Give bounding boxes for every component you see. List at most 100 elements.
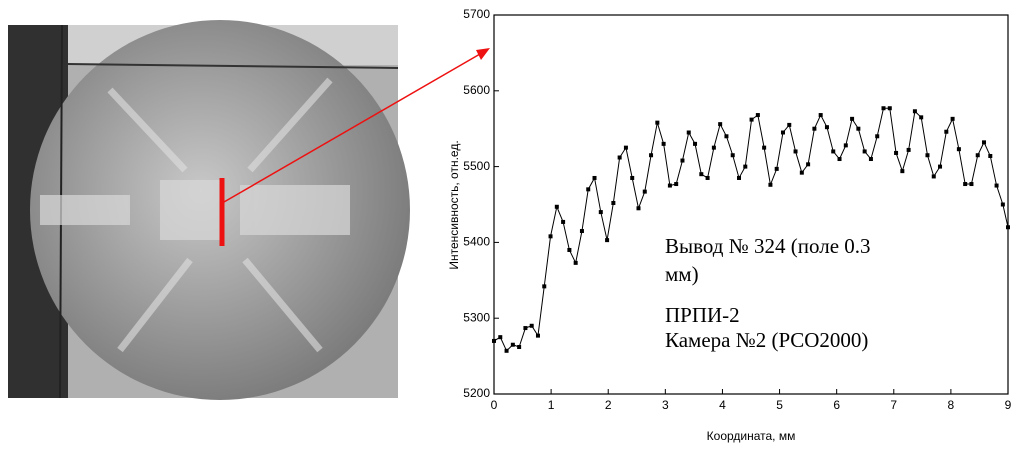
- data-point: [906, 147, 911, 152]
- annotation-line: Камера №2 (PCO2000): [665, 328, 868, 352]
- data-point: [492, 338, 496, 343]
- data-point: [680, 158, 685, 163]
- plot: 0 1 2 3 4 5 6 7 8 9 5200 5300 5400 5500 5600 5700: [463, 7, 1011, 412]
- data-point: [799, 170, 804, 175]
- data-point: [818, 113, 823, 118]
- data-point: [699, 172, 704, 177]
- data-point: [642, 189, 647, 194]
- data-point: [598, 210, 603, 215]
- data-point: [693, 141, 698, 146]
- data-point: [617, 155, 622, 160]
- data-point: [605, 238, 610, 243]
- data-point: [573, 260, 578, 265]
- annotation-line: Вывод № 324 (поле 0.3: [665, 234, 871, 258]
- data-point: [586, 187, 591, 192]
- x-tick-label: 9: [1005, 398, 1012, 412]
- x-axis-label: Координата, мм: [707, 429, 796, 443]
- data-point: [894, 150, 899, 155]
- sample-image: [8, 20, 410, 400]
- data-point: [749, 117, 754, 122]
- data-point: [793, 149, 798, 154]
- data-point: [711, 145, 716, 150]
- data-point: [548, 234, 553, 239]
- y-tick-label: 5700: [463, 7, 490, 21]
- data-point: [875, 134, 880, 139]
- y-tick-label: 5500: [463, 159, 490, 173]
- data-point: [944, 129, 949, 134]
- data-point: [567, 247, 572, 252]
- data-point: [743, 164, 748, 169]
- data-point: [592, 175, 597, 180]
- data-point: [963, 182, 968, 187]
- data-point: [780, 130, 785, 135]
- data-point: [649, 153, 654, 158]
- data-point: [686, 130, 691, 135]
- arrow: [223, 48, 490, 203]
- annotation-line: мм): [665, 262, 699, 286]
- data-point: [737, 175, 742, 180]
- data-point: [529, 323, 534, 328]
- data-point: [611, 200, 616, 205]
- data-point: [925, 153, 930, 158]
- data-point: [856, 126, 861, 131]
- data-point: [718, 122, 723, 127]
- data-point: [950, 116, 955, 121]
- data-point: [554, 204, 559, 209]
- x-tick-label: 3: [662, 398, 669, 412]
- x-tick-label: 5: [776, 398, 783, 412]
- x-tick-label: 1: [548, 398, 555, 412]
- data-point: [787, 122, 792, 127]
- data-point: [994, 183, 999, 188]
- data-point: [542, 284, 547, 289]
- data-point: [561, 219, 566, 224]
- data-point: [938, 164, 943, 169]
- y-tick-label: 5600: [463, 83, 490, 97]
- data-point: [919, 115, 924, 120]
- x-tick-label: 2: [605, 398, 612, 412]
- data-point: [674, 182, 679, 187]
- data-point: [843, 143, 848, 148]
- data-point: [774, 166, 779, 171]
- data-point: [630, 175, 635, 180]
- data-point: [636, 206, 641, 211]
- data-point: [988, 153, 993, 158]
- data-point: [724, 134, 729, 139]
- data-point: [881, 106, 886, 111]
- x-tick-label: 6: [833, 398, 840, 412]
- data-point: [912, 109, 917, 114]
- data-point: [956, 147, 961, 152]
- data-point: [887, 106, 892, 111]
- data-point: [900, 169, 905, 174]
- data-point: [969, 182, 974, 187]
- data-point: [517, 345, 522, 350]
- data-point: [806, 162, 811, 167]
- data-point: [667, 183, 672, 188]
- data-point: [931, 174, 936, 179]
- y-tick-label: 5200: [463, 386, 490, 400]
- data-point: [1006, 225, 1010, 230]
- series-line: [493, 107, 1009, 352]
- data-point: [850, 116, 855, 121]
- data-point: [812, 126, 817, 131]
- data-point: [510, 342, 515, 347]
- y-tick-label: 5400: [463, 235, 490, 249]
- data-point: [862, 149, 867, 154]
- data-point: [498, 335, 503, 340]
- data-point: [831, 149, 836, 154]
- data-point: [975, 153, 980, 158]
- x-tick-label: 0: [491, 398, 498, 412]
- data-point: [768, 182, 773, 187]
- y-tick-label: 5300: [463, 310, 490, 324]
- data-point: [623, 145, 628, 150]
- data-point: [705, 175, 710, 180]
- data-point: [661, 141, 666, 146]
- y-axis-label: Интенсивность, отн.ед.: [447, 140, 461, 269]
- x-tick-label: 4: [719, 398, 726, 412]
- data-point: [579, 229, 584, 234]
- data-point: [535, 333, 540, 338]
- data-point: [982, 140, 987, 145]
- x-tick-label: 8: [948, 398, 955, 412]
- x-tick-label: 7: [890, 398, 897, 412]
